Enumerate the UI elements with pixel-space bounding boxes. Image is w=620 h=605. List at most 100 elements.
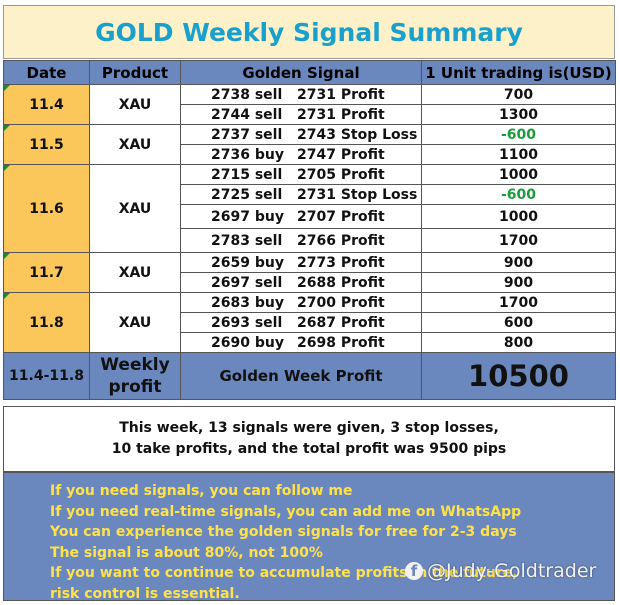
header-amount: 1 Unit trading is(USD) bbox=[421, 60, 616, 85]
header-product: Product bbox=[89, 60, 181, 85]
signal-sheet: GOLD Weekly Signal Summary Date Product … bbox=[3, 5, 616, 602]
sheet-title: GOLD Weekly Signal Summary bbox=[3, 5, 615, 59]
signal-result: 2707 Profit bbox=[297, 208, 385, 225]
facebook-icon: f bbox=[405, 562, 423, 580]
signal-result: 2687 Profit bbox=[297, 314, 385, 331]
signal-entry: 2744 sell bbox=[211, 106, 283, 123]
table-row: 11.5 XAU 2737 sell 2743 Stop Loss -600 bbox=[3, 124, 616, 165]
signal-entry: 2683 buy bbox=[211, 294, 284, 311]
signal-cell: 2783 sell 2766 Profit bbox=[180, 228, 422, 253]
summary-line: 10 take profits, and the total profit wa… bbox=[111, 441, 507, 457]
table-row: 2783 sell 2766 Profit 1700 bbox=[4, 228, 616, 253]
signal-entry: 2738 sell bbox=[211, 86, 283, 103]
signal-entry: 2715 sell bbox=[211, 166, 283, 183]
golden-week-label: Golden Week Profit bbox=[180, 352, 422, 400]
signal-result: 2731 Stop Loss bbox=[297, 186, 418, 203]
amount-cell: 900 bbox=[421, 272, 616, 293]
header-date: Date bbox=[3, 60, 90, 85]
summary-line: This week, 13 signals were given, 3 stop… bbox=[119, 420, 499, 436]
signal-rows: 11.4 XAU 2738 sell 2731 Profit 700 2744 sell 2… bbox=[3, 84, 616, 353]
table-row: 11.8 XAU 2683 buy 2700 Profit 1700 bbox=[3, 292, 616, 353]
weekly-range: 11.4-11.8 bbox=[3, 352, 90, 400]
signal-cell: 2725 sell 2731 Stop Loss bbox=[180, 184, 422, 205]
product-cell: XAU bbox=[89, 164, 181, 253]
amount-cell: 1300 bbox=[421, 104, 616, 125]
amount-cell: 1000 bbox=[421, 164, 616, 185]
amount-cell: -600 bbox=[421, 184, 616, 205]
signal-result: 2747 Profit bbox=[297, 146, 385, 163]
signal-entry: 2693 sell bbox=[211, 314, 283, 331]
signal-result: 2698 Profit bbox=[297, 334, 385, 351]
signal-cell: 2690 buy 2698 Profit bbox=[180, 332, 422, 353]
amount-cell: 900 bbox=[421, 252, 616, 273]
table-row: 11.6 XAU 2715 sell 2705 Profit 1000 bbox=[3, 164, 616, 253]
signal-entry: 2736 buy bbox=[211, 146, 284, 163]
note-line: You can experience the golden signals fo… bbox=[50, 524, 517, 540]
table-row: 2736 buy 2747 Profit 1100 bbox=[4, 144, 616, 165]
amount-cell: 600 bbox=[421, 312, 616, 333]
signal-cell: 2697 sell 2688 Profit bbox=[180, 272, 422, 293]
signal-cell: 2683 buy 2700 Profit bbox=[180, 292, 422, 313]
signal-entry: 2659 buy bbox=[211, 254, 284, 271]
note-line: risk control is essential. bbox=[50, 585, 240, 602]
header-signal: Golden Signal bbox=[180, 60, 422, 85]
table-row: 2690 buy 2698 Profit 800 bbox=[4, 332, 616, 353]
weekly-row: 11.4-11.8 Weekly profit Golden Week Prof… bbox=[3, 352, 616, 400]
amount-cell: 1700 bbox=[421, 228, 616, 253]
date-cell: 11.6 bbox=[3, 164, 90, 253]
signal-entry: 2725 sell bbox=[211, 186, 283, 203]
signal-result: 2731 Profit bbox=[297, 106, 385, 123]
table-row: 2693 sell 2687 Profit 600 bbox=[4, 312, 616, 333]
date-cell: 11.7 bbox=[3, 252, 90, 293]
signal-result: 2705 Profit bbox=[297, 166, 385, 183]
product-cell: XAU bbox=[89, 252, 181, 293]
signal-entry: 2697 sell bbox=[211, 274, 283, 291]
signal-cell: 2736 buy 2747 Profit bbox=[180, 144, 422, 165]
signal-cell: 2744 sell 2731 Profit bbox=[180, 104, 422, 125]
signal-entry: 2690 buy bbox=[211, 334, 284, 351]
amount-cell: 800 bbox=[421, 332, 616, 353]
signal-entry: 2737 sell bbox=[211, 126, 283, 143]
product-cell: XAU bbox=[89, 84, 181, 125]
signal-cell: 2693 sell 2687 Profit bbox=[180, 312, 422, 333]
product-cell: XAU bbox=[89, 292, 181, 353]
signal-result: 2773 Profit bbox=[297, 254, 385, 271]
amount-cell: 1100 bbox=[421, 144, 616, 165]
note-line: The signal is about 80%, not 100% bbox=[50, 544, 323, 561]
signal-cell: 2697 buy 2707 Profit bbox=[180, 204, 422, 229]
table-row: 2697 sell 2688 Profit 900 bbox=[4, 272, 616, 293]
signal-result: 2688 Profit bbox=[297, 274, 385, 291]
note-line: If you want to continue to accumulate pr… bbox=[50, 565, 518, 581]
table-row: 11.4 XAU 2738 sell 2731 Profit 700 bbox=[3, 84, 616, 125]
amount-cell: -600 bbox=[421, 124, 616, 145]
watermark-text: @Judy-Goldtrader bbox=[427, 560, 597, 582]
signal-result: 2743 Stop Loss bbox=[297, 126, 418, 143]
table-row: 2744 sell 2731 Profit 1300 bbox=[4, 104, 616, 125]
signal-table: Date Product Golden Signal 1 Unit tradin… bbox=[3, 60, 616, 400]
watermark: f @Judy-Goldtrader bbox=[405, 559, 596, 583]
weekly-total: 10500 bbox=[421, 352, 616, 400]
product-cell: XAU bbox=[89, 124, 181, 165]
date-cell: 11.8 bbox=[3, 292, 90, 353]
date-cell: 11.5 bbox=[3, 124, 90, 165]
signal-cell: 2659 buy 2773 Profit bbox=[180, 252, 422, 273]
amount-cell: 1700 bbox=[421, 292, 616, 313]
signal-cell: 2737 sell 2743 Stop Loss bbox=[180, 124, 422, 145]
summary-box: This week, 13 signals were given, 3 stop… bbox=[3, 406, 615, 472]
amount-cell: 1000 bbox=[421, 204, 616, 229]
notes-box: If you need signals, you can follow me I… bbox=[3, 472, 615, 602]
note-line: If you need signals, you can follow me bbox=[50, 483, 353, 499]
signal-cell: 2715 sell 2705 Profit bbox=[180, 164, 422, 185]
signal-result: 2731 Profit bbox=[297, 86, 385, 103]
signal-cell: 2738 sell 2731 Profit bbox=[180, 84, 422, 105]
note-line: If you need real-time signals, you can a… bbox=[50, 503, 522, 520]
weekly-label: Weekly profit bbox=[89, 352, 181, 400]
date-cell: 11.4 bbox=[3, 84, 90, 125]
signal-result: 2700 Profit bbox=[297, 294, 385, 311]
table-row: 11.7 XAU 2659 buy 2773 Profit 900 bbox=[3, 252, 616, 293]
amount-cell: 700 bbox=[421, 84, 616, 105]
signal-result: 2766 Profit bbox=[297, 232, 385, 249]
table-row: 2725 sell 2731 Stop Loss -600 bbox=[4, 184, 616, 205]
signal-entry: 2783 sell bbox=[211, 232, 283, 249]
header-row: Date Product Golden Signal 1 Unit tradin… bbox=[3, 60, 616, 85]
